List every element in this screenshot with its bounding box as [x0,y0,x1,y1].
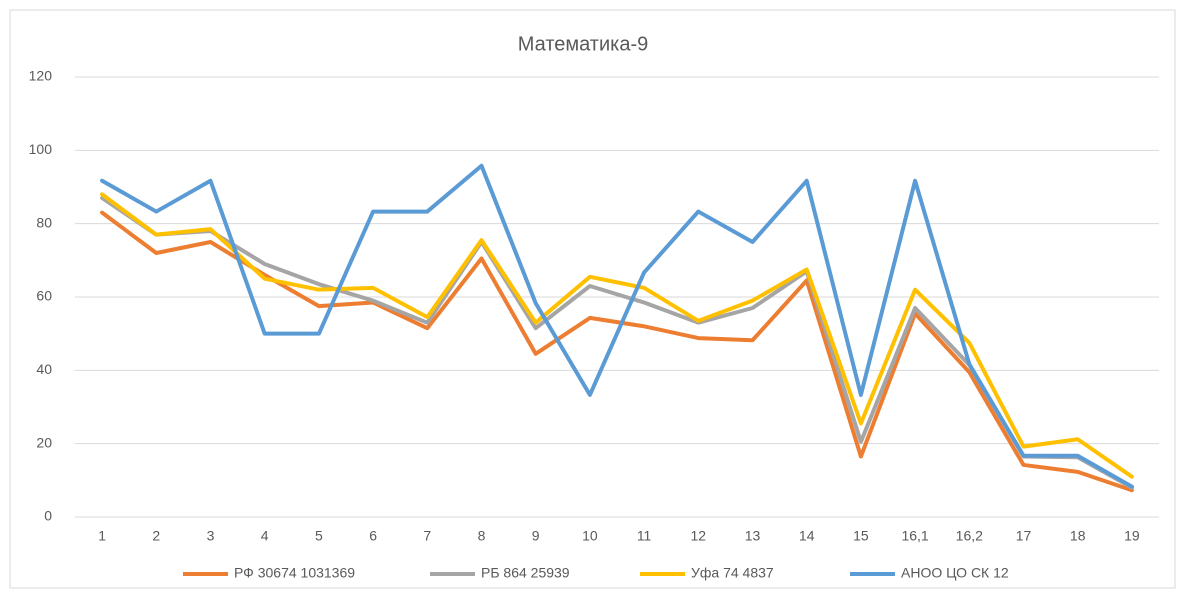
y-tick-label: 40 [36,361,52,377]
series-line [100,196,1134,490]
x-tick-label: 13 [745,528,761,544]
y-tick-label: 120 [29,68,53,84]
x-tick-label: 11 [637,528,652,544]
x-tick-label: 1 [98,528,106,544]
x-tick-label: 5 [315,528,323,544]
y-tick-label: 100 [29,141,53,157]
x-tick-label: 10 [582,528,598,544]
legend-label: АНОО ЦО СК 12 [901,565,1009,581]
y-tick-label: 0 [44,508,52,524]
x-tick-label: 17 [1016,528,1032,544]
x-tick-label: 14 [799,528,815,544]
x-tick-label: 16,1 [901,528,928,544]
legend-label: РБ 864 25939 [481,565,570,581]
x-tick-label: 6 [369,528,377,544]
chart-title: Математика-9 [518,33,649,55]
series-line [100,163,1134,489]
x-tick-label: 7 [423,528,431,544]
legend-label: Уфа 74 4837 [691,565,774,581]
chart-border [9,9,1176,589]
y-tick-label: 60 [36,288,52,304]
legend-label: РФ 30674 1031369 [234,565,355,581]
x-tick-label: 12 [691,528,707,544]
x-tick-label: 3 [207,528,215,544]
x-tick-label: 18 [1070,528,1086,544]
x-tick-label: 19 [1124,528,1140,544]
x-tick-label: 9 [532,528,540,544]
x-tick-label: 16,2 [956,528,983,544]
x-tick-label: 2 [152,528,160,544]
y-tick-label: 80 [36,214,52,230]
x-tick-label: 8 [478,528,486,544]
x-tick-label: 15 [853,528,869,544]
x-tick-label: 4 [261,528,269,544]
y-tick-label: 20 [36,434,52,450]
